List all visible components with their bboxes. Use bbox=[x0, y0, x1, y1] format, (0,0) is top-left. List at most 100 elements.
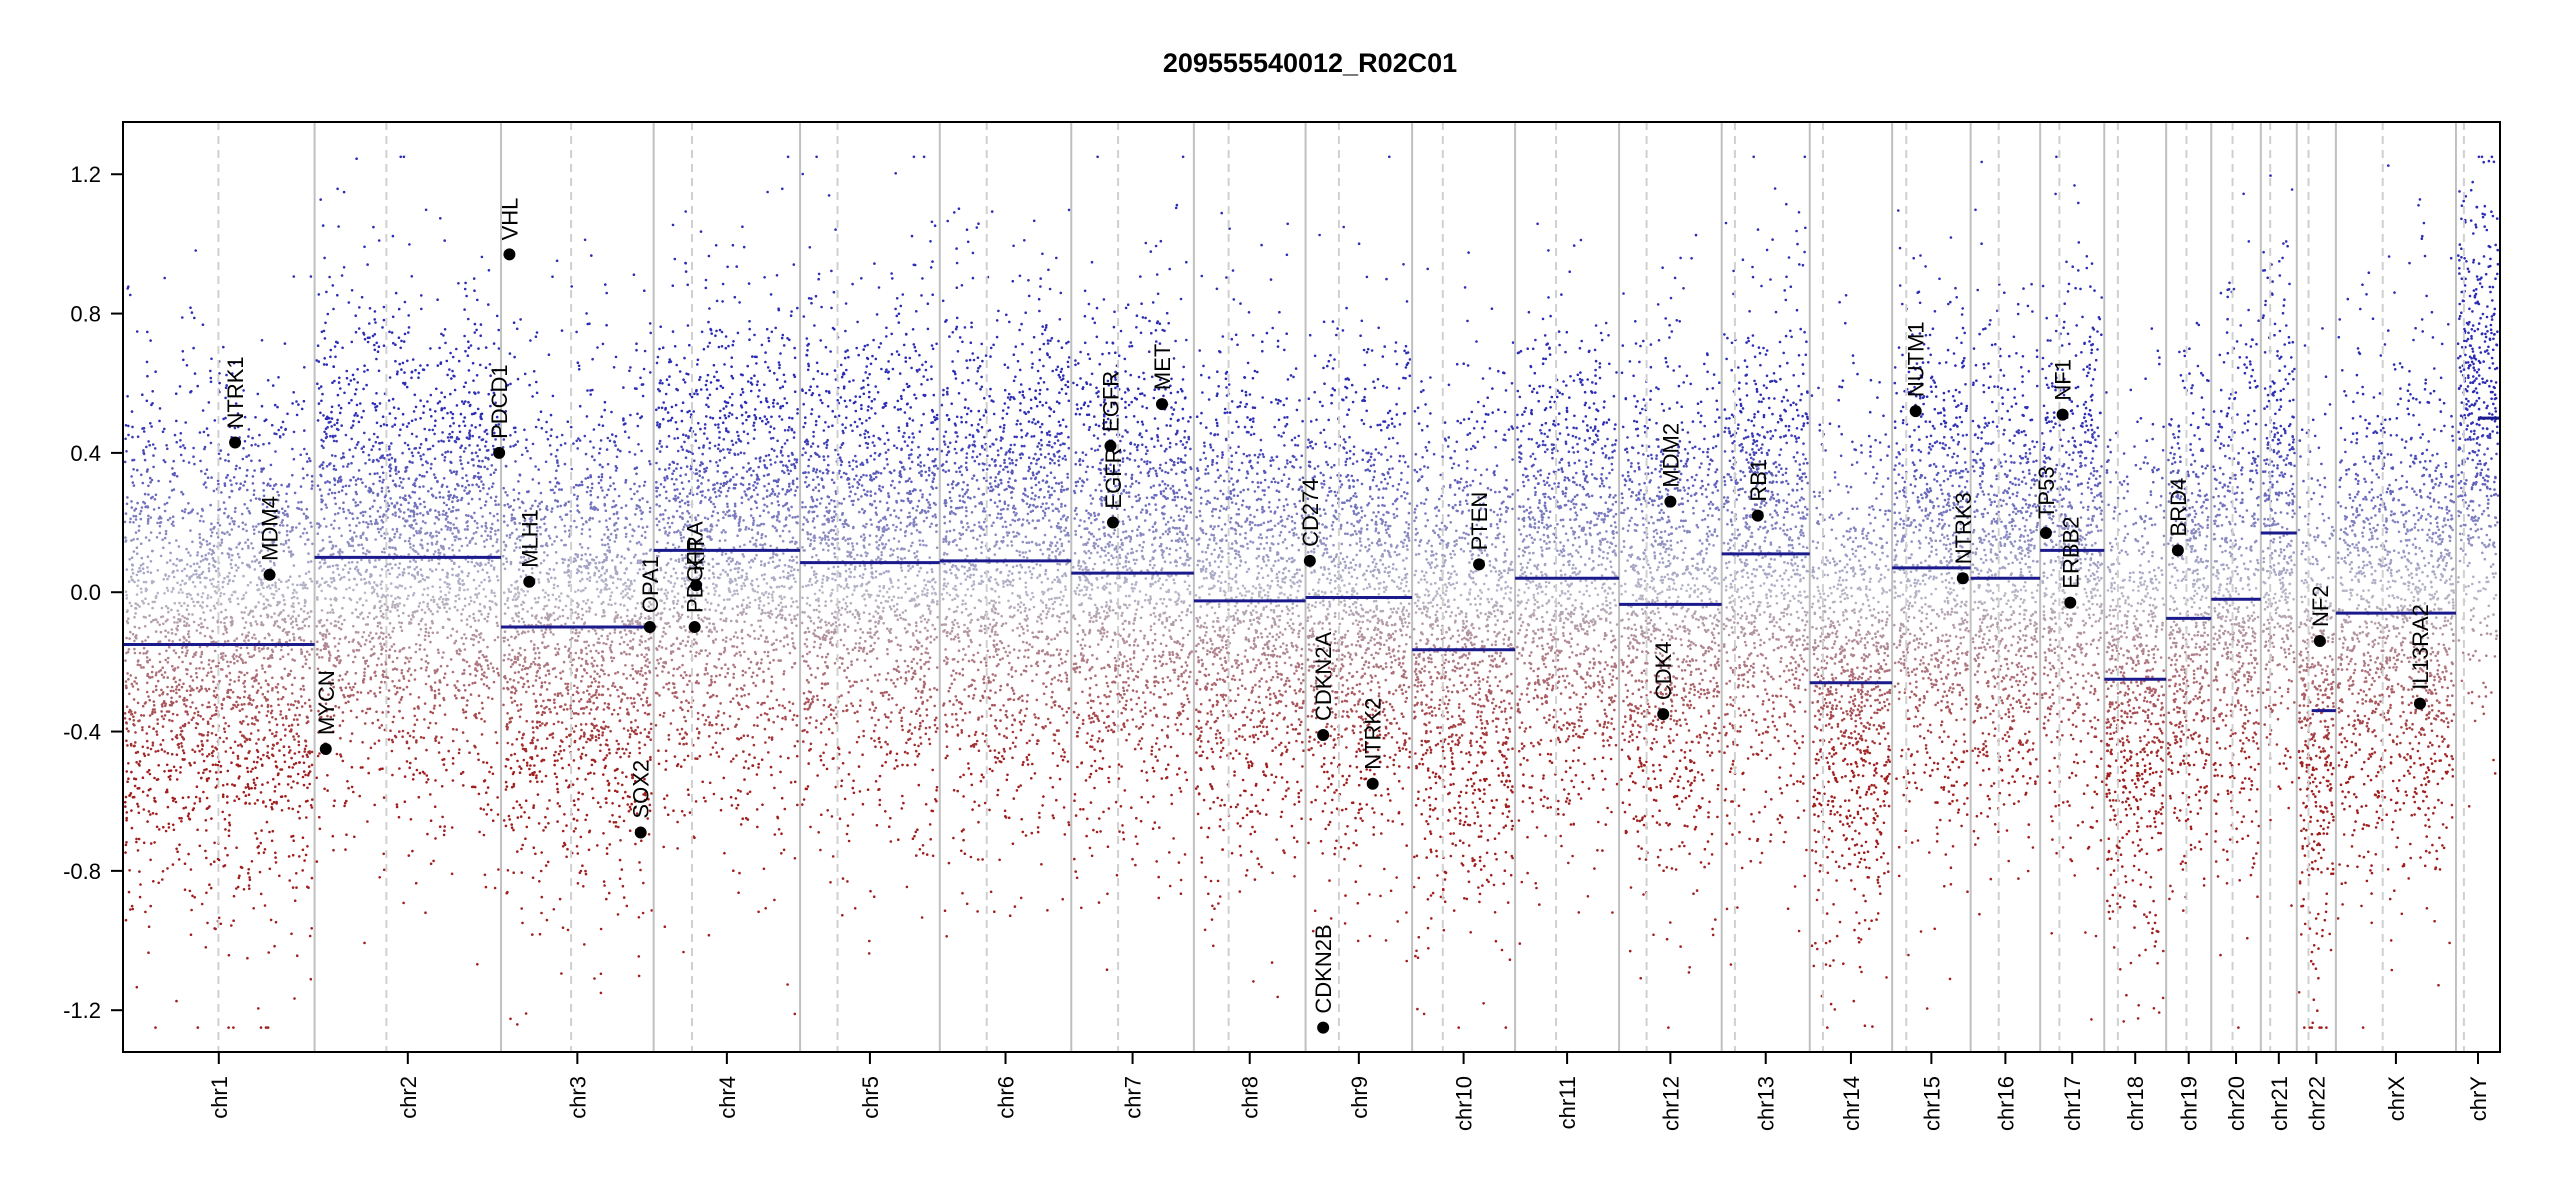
probe-points bbox=[123, 155, 2500, 1029]
gene-label: IL13RA2 bbox=[2408, 604, 2433, 690]
x-tick-label: chr6 bbox=[994, 1076, 1019, 1119]
probe-cloud-chr15 bbox=[1892, 209, 1970, 1010]
x-tick-label: chr21 bbox=[2267, 1076, 2292, 1131]
probe-cloud-chr8 bbox=[1194, 211, 1305, 999]
x-tick-label: chrY bbox=[2466, 1076, 2491, 1122]
gene-point bbox=[2171, 544, 2184, 557]
gene-point bbox=[2039, 527, 2052, 540]
probe-cloud-chr16 bbox=[1971, 160, 2040, 916]
gene-point bbox=[1317, 1021, 1330, 1034]
x-tick-label: chr20 bbox=[2224, 1076, 2249, 1131]
x-tick-label: chr16 bbox=[1993, 1076, 2018, 1131]
gene-annotations: NTRK1 MDM4 MYCN PDCD1 VHL MLH1 SOX2 OPA1 KITPDGF… bbox=[223, 198, 2433, 1034]
segment-lines bbox=[123, 416, 2500, 713]
probe-cloud-chr22 bbox=[2297, 327, 2336, 1029]
gene-point bbox=[643, 621, 656, 634]
y-tick-label: 0.4 bbox=[70, 441, 101, 466]
probe-cloud-chr6 bbox=[940, 207, 1071, 938]
x-tick-label: chr5 bbox=[858, 1076, 883, 1119]
x-tick-label: chrX bbox=[2384, 1076, 2409, 1122]
gene-point bbox=[319, 742, 332, 755]
gene-label: RB1 bbox=[1746, 459, 1771, 502]
gene-label: VHL bbox=[497, 198, 522, 241]
gene-label: PDCD1 bbox=[487, 364, 512, 439]
probe-cloud-chr9 bbox=[1306, 155, 1412, 963]
x-tick-label: chr7 bbox=[1121, 1076, 1146, 1119]
plot-frame bbox=[122, 121, 2501, 1053]
probe-cloud-chr21 bbox=[2261, 174, 2296, 907]
chart-title: 209555540012_R02C01 bbox=[1163, 48, 1457, 78]
gene-point bbox=[1473, 558, 1486, 571]
gene-point bbox=[1657, 708, 1670, 721]
gene-label: TP53 bbox=[2034, 466, 2059, 519]
gene-label: PDGFRA bbox=[683, 521, 708, 613]
gene-point bbox=[1664, 495, 1677, 508]
x-tick-label: chr3 bbox=[565, 1076, 590, 1119]
chromosome-dividers bbox=[217, 122, 2465, 1052]
gene-point bbox=[263, 568, 276, 581]
probe-cloud-chr12 bbox=[1620, 233, 1721, 1029]
gene-point bbox=[2413, 697, 2426, 710]
gene-point bbox=[493, 446, 506, 459]
gene-point bbox=[523, 575, 536, 588]
x-tick-label: chr10 bbox=[1452, 1076, 1477, 1131]
gene-point bbox=[229, 436, 242, 449]
probe-cloud-chrX bbox=[2336, 164, 2456, 1029]
gene-label: NF2 bbox=[2308, 585, 2333, 627]
probe-cloud-chr19 bbox=[2166, 321, 2211, 912]
gene-label: NF1 bbox=[2051, 359, 2076, 401]
probe-cloud-chr11 bbox=[1516, 222, 1619, 945]
gene-label: KIT bbox=[684, 537, 709, 571]
probe-cloud-chr7 bbox=[1072, 155, 1194, 971]
gene-point bbox=[1909, 405, 1922, 418]
gene-point bbox=[1106, 516, 1119, 529]
probe-cloud-chr2 bbox=[315, 155, 501, 966]
gene-label: MDM2 bbox=[1658, 423, 1683, 488]
gene-label: NTRK3 bbox=[1951, 492, 1976, 564]
probe-cloud-chr3 bbox=[501, 238, 653, 1026]
gene-point bbox=[1104, 439, 1117, 452]
x-tick-label: chr11 bbox=[1555, 1076, 1580, 1129]
gene-point bbox=[2313, 634, 2326, 647]
gene-label: NTRK1 bbox=[223, 356, 248, 428]
probe-cloud-chr10 bbox=[1412, 251, 1515, 1029]
x-tick-label: chr9 bbox=[1347, 1076, 1372, 1119]
x-tick-label: chr14 bbox=[1839, 1076, 1864, 1131]
y-tick-label: -0.8 bbox=[63, 859, 101, 884]
gene-point bbox=[688, 621, 701, 634]
x-tick-label: chr12 bbox=[1658, 1076, 1683, 1131]
gene-label: MET bbox=[1150, 344, 1175, 390]
probe-cloud-chr1 bbox=[123, 249, 314, 1029]
gene-label: CDKN2B bbox=[1311, 924, 1336, 1013]
x-tick-label: chr17 bbox=[2060, 1076, 2085, 1131]
x-tick-label: chr19 bbox=[2177, 1076, 2202, 1131]
x-tick-label: chr1 bbox=[207, 1076, 232, 1119]
gene-label: ERBB2 bbox=[2058, 517, 2083, 589]
gene-label: MDM4 bbox=[258, 496, 283, 561]
gene-label: NUTM1 bbox=[1904, 321, 1929, 397]
probe-cloud-chr18 bbox=[2105, 327, 2166, 1023]
x-tick-label: chr2 bbox=[396, 1076, 421, 1119]
gene-point bbox=[1751, 509, 1764, 522]
gene-point bbox=[1956, 572, 1969, 585]
y-tick-label: -1.2 bbox=[63, 998, 101, 1023]
gene-label: CD274 bbox=[1298, 478, 1323, 546]
gene-point bbox=[1366, 777, 1379, 790]
gene-label: EGFR bbox=[1098, 371, 1123, 432]
probe-cloud-chr14 bbox=[1810, 294, 1892, 1029]
x-axis: chr1 chr2 chr3 chr4 chr5 chr6 chr7 chr8 chr9 chr1… bbox=[207, 1052, 2491, 1131]
gene-label: SOX2 bbox=[629, 760, 654, 819]
probe-cloud-chr13 bbox=[1722, 155, 1809, 966]
gene-label: PTEN bbox=[1467, 492, 1492, 551]
gene-point bbox=[1156, 398, 1168, 411]
x-tick-label: chr13 bbox=[1754, 1076, 1779, 1131]
gene-label: CDKN2A bbox=[1311, 631, 1336, 721]
gene-point bbox=[1317, 729, 1330, 742]
x-tick-label: chr18 bbox=[2123, 1076, 2148, 1131]
probe-cloud-chr20 bbox=[2212, 192, 2261, 1029]
gene-point bbox=[1303, 554, 1316, 567]
gene-label: MLH1 bbox=[517, 509, 542, 568]
x-tick-label: chr8 bbox=[1238, 1076, 1263, 1119]
y-tick-label: 0.0 bbox=[70, 580, 101, 605]
